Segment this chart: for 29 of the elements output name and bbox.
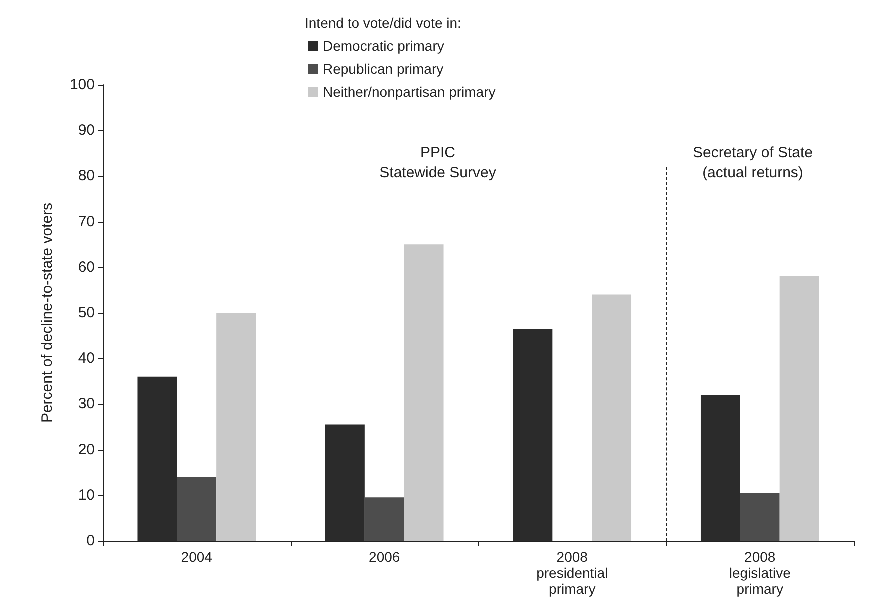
- legend-label: Neither/nonpartisan primary: [323, 84, 496, 100]
- legend-title: Intend to vote/did vote in:: [305, 15, 462, 31]
- bar: [592, 294, 632, 541]
- y-tick-label: 30: [78, 396, 95, 413]
- y-tick-label: 10: [78, 486, 95, 504]
- legend-label: Republican primary: [323, 61, 444, 77]
- x-tick-label: 2008 legislative primary: [729, 549, 792, 597]
- bar: [216, 313, 256, 541]
- y-tick-label: 80: [78, 168, 95, 185]
- annotation: Secretary of State (actual returns): [692, 144, 814, 182]
- bar: [364, 498, 404, 541]
- y-tick-label: 50: [78, 304, 95, 322]
- x-tick-label: 2004: [181, 549, 213, 565]
- y-tick-label: 40: [78, 350, 95, 368]
- y-tick-label: 70: [78, 213, 95, 230]
- y-tick-label: 60: [78, 258, 95, 276]
- legend-label: Democratic primary: [323, 38, 444, 54]
- y-tick-label: 20: [78, 441, 95, 458]
- bar: [177, 477, 217, 541]
- bar: [404, 244, 444, 541]
- x-tick-label: 2006: [369, 549, 400, 565]
- y-tick-label: 90: [78, 122, 95, 140]
- y-tick-label: 100: [70, 76, 95, 94]
- y-tick-label: 0: [86, 532, 95, 550]
- x-tick-label: 2008 presidential primary: [536, 549, 608, 597]
- y-axis-title: Percent of decline-to-state voters: [39, 202, 56, 424]
- bar: [780, 276, 820, 541]
- bar: [740, 493, 780, 541]
- annotation: PPIC Statewide Survey: [380, 144, 497, 182]
